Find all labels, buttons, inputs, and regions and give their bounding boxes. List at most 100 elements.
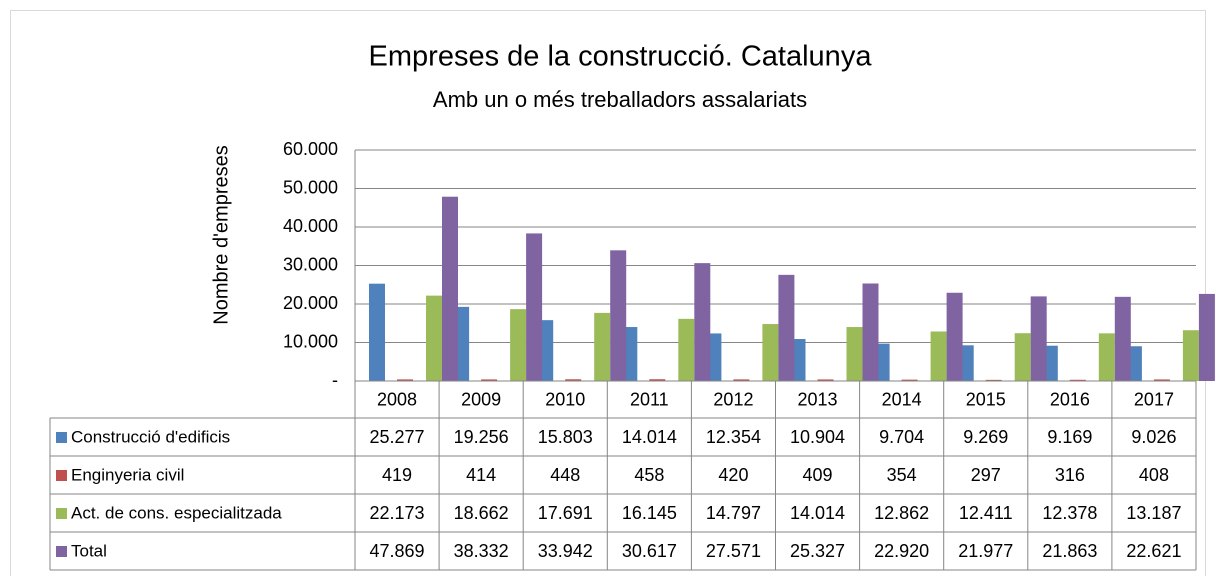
data-label: 25.327 [790,541,845,561]
data-label: 47.869 [370,541,425,561]
bar [778,274,795,381]
data-label: 297 [971,465,1001,485]
bar [649,379,666,381]
bar [762,324,779,381]
y-tick-label: 50.000 [283,177,338,197]
bar [817,379,834,381]
data-label: 414 [466,465,496,485]
x-tick-label: 2010 [545,389,585,409]
bar [610,250,627,381]
bar [510,309,527,381]
bar [733,379,750,381]
data-label: 22.621 [1126,541,1181,561]
x-tick-label: 2009 [461,389,501,409]
data-label: 408 [1139,465,1169,485]
data-label: 458 [634,465,664,485]
data-label: 22.173 [370,503,425,523]
data-label: 27.571 [706,541,761,561]
x-tick-label: 2013 [798,389,838,409]
data-label: 10.904 [790,427,845,447]
x-tick-label: 2011 [630,389,669,409]
bar [565,379,582,381]
data-label: 16.145 [622,503,677,523]
data-label: 38.332 [454,541,509,561]
y-tick-label: 10.000 [283,331,338,351]
data-label: 12.411 [959,503,1013,523]
y-tick-label: 60.000 [283,139,338,159]
bar [369,283,385,381]
data-label: 14.797 [706,503,761,523]
x-tick-label: 2016 [1050,389,1090,409]
bar [1198,293,1215,381]
bar [442,196,458,381]
legend-label: Construcció d'edificis [71,427,230,446]
data-label: 13.187 [1126,503,1181,523]
data-label: 12.354 [706,427,761,447]
bar [426,295,442,381]
bar [1153,379,1170,381]
bar [1098,333,1115,381]
data-label: 18.662 [454,503,509,523]
data-label: 21.863 [1042,541,1097,561]
y-tick-label: 40.000 [283,216,338,236]
bar [901,379,918,381]
y-axis-label: Nombre d'empreses [210,145,232,324]
legend-swatch [56,470,67,481]
data-label: 354 [887,465,917,485]
legend-swatch [56,432,67,443]
y-tick-label: 30.000 [283,254,338,274]
bar [1114,296,1131,381]
data-label: 12.378 [1042,503,1097,523]
bar [694,263,711,381]
x-tick-label: 2015 [966,389,1006,409]
data-label: 9.269 [963,427,1008,447]
bar [862,283,879,381]
bar [985,379,1002,381]
data-label: 22.920 [874,541,929,561]
bar [678,318,695,381]
legend-label: Act. de cons. especialitzada [71,503,282,522]
data-label: 33.942 [538,541,593,561]
bar [946,292,963,381]
data-label: 17.691 [538,503,593,523]
bar [397,379,413,381]
y-tick-label: - [332,370,338,390]
bar [1069,379,1086,381]
x-tick-label: 2017 [1134,389,1174,409]
bar [1030,296,1047,381]
data-label: 14.014 [622,427,677,447]
legend-swatch [56,508,67,519]
x-tick-label: 2008 [377,389,417,409]
data-label: 316 [1055,465,1085,485]
bar [481,379,498,381]
legend-label: Total [71,541,107,560]
bar [526,233,543,381]
bar [930,331,947,381]
bar [594,312,611,381]
legend-label: Enginyeria civil [71,465,184,484]
bar [1014,333,1031,381]
x-tick-label: 2014 [882,389,922,409]
data-label: 9.169 [1047,427,1092,447]
data-label: 19.256 [454,427,509,447]
legend-swatch [56,546,67,557]
data-label: 30.617 [622,541,677,561]
data-label: 420 [718,465,748,485]
bar [846,327,863,381]
bar [1182,330,1199,381]
chart-subtitle: Amb un o més treballadors assalariats [433,87,807,112]
data-label: 25.277 [370,427,425,447]
data-label: 14.014 [790,503,845,523]
data-label: 419 [382,465,412,485]
data-label: 9.026 [1131,427,1176,447]
data-label: 21.977 [958,541,1013,561]
data-label: 15.803 [538,427,593,447]
data-label: 409 [803,465,833,485]
x-tick-label: 2012 [713,389,753,409]
chart-title: Empreses de la construcció. Catalunya [369,41,873,73]
data-label: 9.704 [879,427,924,447]
data-label: 12.862 [874,503,929,523]
y-tick-label: 20.000 [283,293,338,313]
data-label: 448 [550,465,580,485]
